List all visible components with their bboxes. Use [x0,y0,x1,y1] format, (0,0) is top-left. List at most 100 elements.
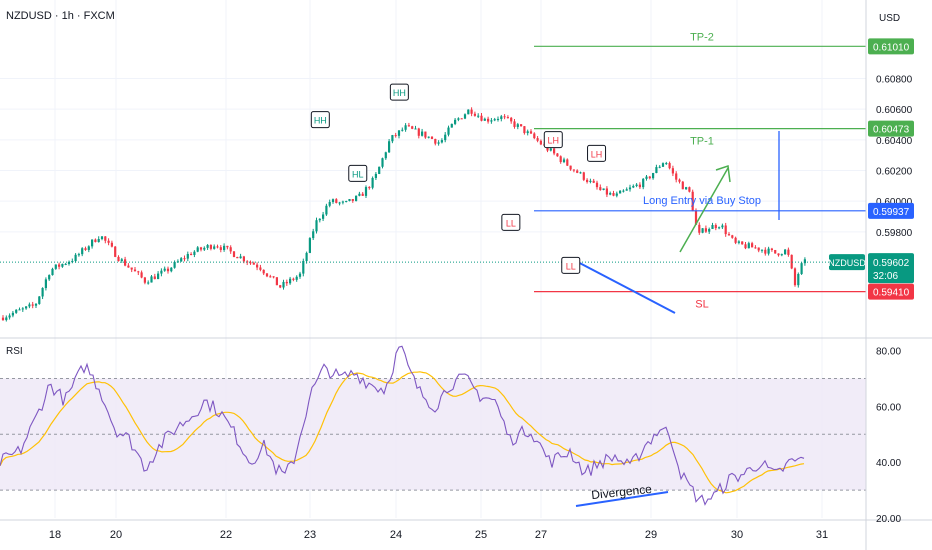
candle-body[interactable] [252,262,255,265]
candle-body[interactable] [777,253,780,256]
candle-body[interactable] [671,168,674,174]
candle-body[interactable] [388,141,391,153]
candle-body[interactable] [744,244,747,249]
candle-body[interactable] [549,148,552,151]
candle-body[interactable] [81,248,84,255]
candle-body[interactable] [632,185,635,188]
candle-body[interactable] [500,116,503,119]
candle-body[interactable] [694,210,698,225]
candle-body[interactable] [506,117,509,119]
candle-body[interactable] [721,225,724,228]
candle-body[interactable] [566,159,569,166]
candle-body[interactable] [493,119,496,121]
candle-body[interactable] [510,117,513,122]
candle-body[interactable] [665,163,668,165]
candle-body[interactable] [91,239,94,247]
candle-body[interactable] [61,263,64,267]
candle-body[interactable] [265,273,269,277]
candle-body[interactable] [685,187,688,190]
candle-body[interactable] [417,128,420,136]
candle-body[interactable] [282,281,285,288]
candle-body[interactable] [272,276,275,278]
candle-body[interactable] [206,245,209,248]
candle-body[interactable] [133,269,137,272]
candle-body[interactable] [21,308,24,310]
candle-body[interactable] [751,243,754,248]
candle-body[interactable] [147,282,150,284]
candle-body[interactable] [724,225,727,235]
candle-body[interactable] [460,118,463,120]
candle-body[interactable] [51,268,54,276]
candle-body[interactable] [48,275,51,280]
candle-body[interactable] [533,133,536,139]
candle-body[interactable] [652,173,655,179]
candle-body[interactable] [731,235,734,238]
candle-body[interactable] [348,199,351,202]
candle-body[interactable] [315,220,318,232]
candle-body[interactable] [698,224,701,233]
candle-body[interactable] [397,130,401,136]
candle-body[interactable] [470,109,473,114]
candle-body[interactable] [803,259,806,264]
candle-body[interactable] [381,158,384,167]
candle-body[interactable] [582,172,585,180]
candle-body[interactable] [589,180,592,182]
candle-body[interactable] [391,135,394,142]
candle-body[interactable] [800,263,803,274]
candle-body[interactable] [437,142,440,144]
candle-body[interactable] [378,166,381,174]
candle-body[interactable] [612,193,615,196]
candle-body[interactable] [764,249,767,254]
candle-body[interactable] [516,124,519,127]
candle-body[interactable] [414,128,417,130]
candle-body[interactable] [430,136,434,139]
candle-body[interactable] [681,181,684,190]
candle-body[interactable] [54,264,57,269]
candle-body[interactable] [163,268,166,271]
candle-body[interactable] [559,156,562,163]
candle-body[interactable] [302,260,305,274]
candle-body[interactable] [246,261,249,263]
candle-body[interactable] [483,118,486,121]
candle-body[interactable] [312,231,315,239]
candle-body[interactable] [576,170,579,173]
candle-body[interactable] [173,261,176,268]
candle-body[interactable] [477,115,480,117]
candle-body[interactable] [64,263,67,265]
candle-body[interactable] [427,136,430,138]
candle-body[interactable] [714,225,717,229]
candle-body[interactable] [628,187,632,190]
candle-body[interactable] [143,277,146,283]
candle-body[interactable] [338,202,341,204]
currency-label[interactable]: USD [879,13,900,24]
candle-body[interactable] [553,148,556,154]
candle-body[interactable] [298,273,302,277]
candle-body[interactable] [358,193,361,196]
candle-body[interactable] [58,264,61,267]
candle-body[interactable] [411,126,414,129]
candle-body[interactable] [77,254,80,256]
candle-body[interactable] [586,179,589,182]
candle-body[interactable] [523,126,526,134]
candle-body[interactable] [8,315,11,318]
candle-body[interactable] [341,201,344,203]
candle-body[interactable] [645,176,648,179]
candle-body[interactable] [572,169,575,171]
candle-body[interactable] [5,317,8,321]
candle-body[interactable] [444,134,447,141]
candle-body[interactable] [569,165,572,170]
candle-body[interactable] [384,152,387,159]
candle-body[interactable] [190,253,193,255]
candle-body[interactable] [117,256,120,262]
candle-body[interactable] [137,271,140,273]
candle-body[interactable] [295,276,298,280]
candle-body[interactable] [285,281,288,284]
candle-body[interactable] [609,193,612,195]
candle-body[interactable] [87,246,90,250]
candle-body[interactable] [31,304,34,306]
candle-body[interactable] [130,267,133,270]
candle-body[interactable] [592,180,595,183]
candle-body[interactable] [308,238,311,253]
candle-body[interactable] [457,118,460,120]
